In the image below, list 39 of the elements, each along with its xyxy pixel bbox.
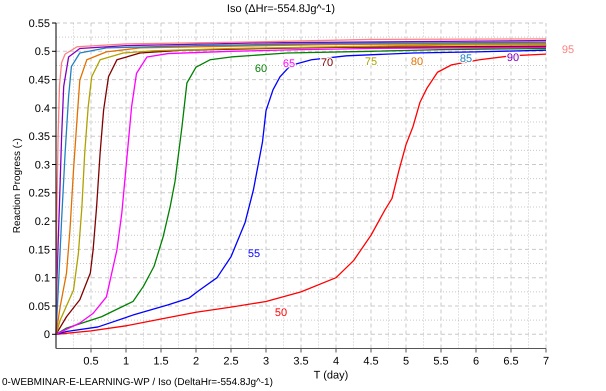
series-label: 75 [364,56,378,68]
chart-title: Iso (ΔHr=-554.8Jg^-1) [226,3,336,15]
y-tick-label: 0.1 [34,272,50,285]
x-tick-label: 4.5 [363,355,379,368]
series-label: 85 [460,52,472,65]
y-tick-label: 0.55 [28,18,50,30]
x-tick-label: 0.5 [83,355,99,368]
series-label: 80 [410,56,424,68]
y-tick-label: 0.25 [28,188,50,200]
text: 0-WEBMINAR-E-LEARNING-WP / Iso (DeltaHr=-554.8Jg^-1) [2,377,273,388]
x-axis-title: T (day) [314,369,348,382]
x-tick-label: 5 [402,355,410,368]
x-tick-label: 1 [122,355,130,368]
y-tick-label: 0 [44,329,50,342]
x-tick-label: 4 [332,355,340,368]
y-tick-label: 0.45 [28,74,50,86]
series-label: 65 [282,58,296,70]
series-label: 70 [320,56,334,69]
y-tick-label: 0.4 [34,102,50,115]
x-tick-label: 6 [472,355,480,368]
y-tick-label: 0.35 [28,131,50,144]
y-tick-label: 0.2 [34,216,50,228]
series-label: 60 [254,62,268,75]
x-tick-label: 3 [262,355,270,368]
y-tick-label: 0.05 [28,300,50,313]
series-label: 95 [562,44,574,56]
x-tick-label: 2 [192,355,200,368]
series-label: 50 [274,306,288,319]
x-tick-label: 1.5 [153,355,169,368]
x-tick-label: 6.5 [503,355,519,368]
y-tick-label: 0.5 [34,46,50,58]
y-tick-label: 0.3 [34,159,50,172]
y-tick-label: 0.15 [28,244,50,256]
x-tick-label: 7 [542,355,550,368]
y-axis-title: Reaction Progress (-) [12,138,23,234]
x-tick-label: 5.5 [433,355,449,368]
series-label: 55 [248,248,260,260]
x-tick-label: 2.5 [223,355,239,368]
x-tick-label: 3.5 [293,355,309,368]
